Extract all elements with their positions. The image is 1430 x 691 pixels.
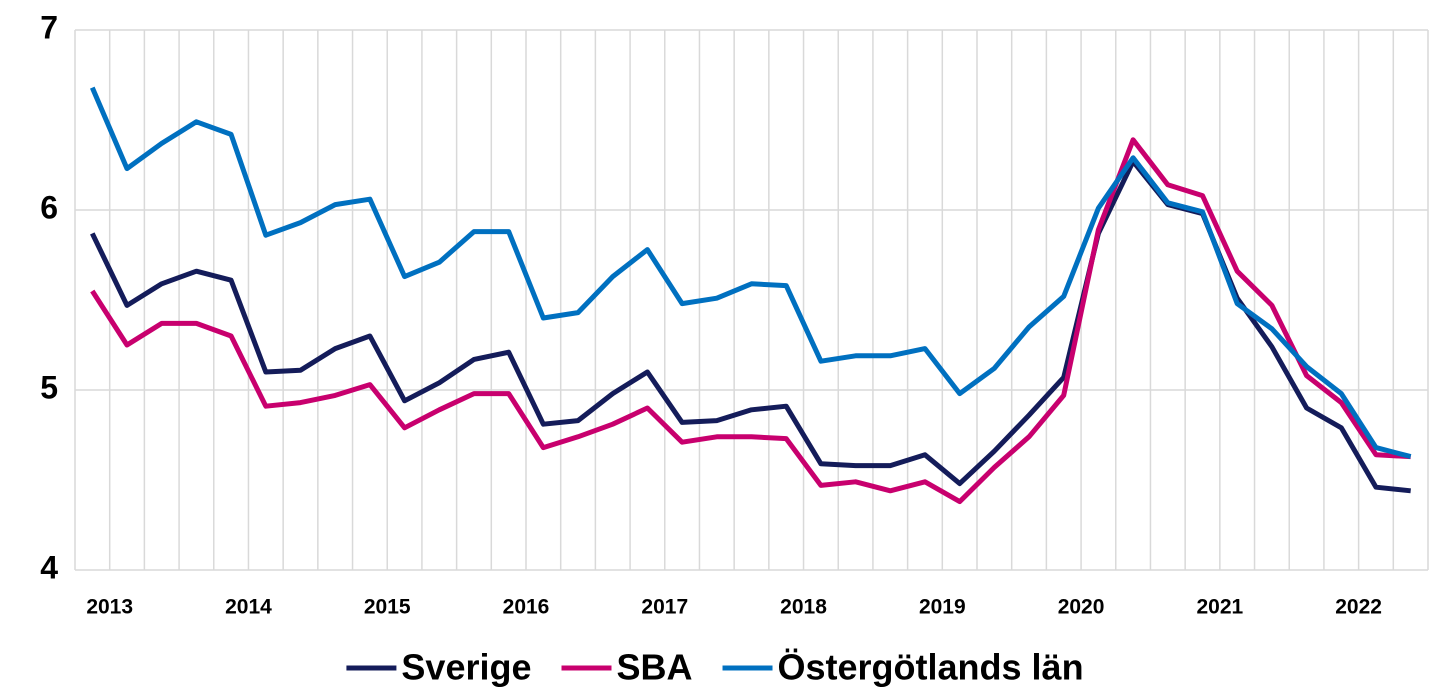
x-tick-label: 2016 [503, 596, 550, 619]
y-tick-label: 4 [40, 549, 58, 585]
x-tick-label: 2018 [780, 596, 827, 619]
y-tick-label: 5 [40, 369, 58, 405]
x-tick-label: 2017 [641, 596, 688, 619]
x-tick-label: 2021 [1196, 596, 1243, 619]
y-tick-label: 7 [40, 9, 58, 45]
legend-label: Östergötlands län [778, 647, 1084, 688]
legend-label: Sverige [401, 647, 531, 688]
line-series [90, 86, 1412, 460]
legend-label: SBA [617, 647, 693, 688]
x-tick-label: 2013 [86, 596, 133, 619]
x-tick-label: 2020 [1058, 596, 1105, 619]
x-tick-label: 2014 [225, 596, 272, 619]
line-series [90, 137, 1411, 505]
y-tick-label: 6 [40, 189, 58, 225]
x-tick-label: 2022 [1335, 596, 1382, 619]
x-tick-label: 2019 [919, 596, 966, 619]
line-series [90, 158, 1411, 494]
x-tick-label: 2015 [364, 596, 411, 619]
